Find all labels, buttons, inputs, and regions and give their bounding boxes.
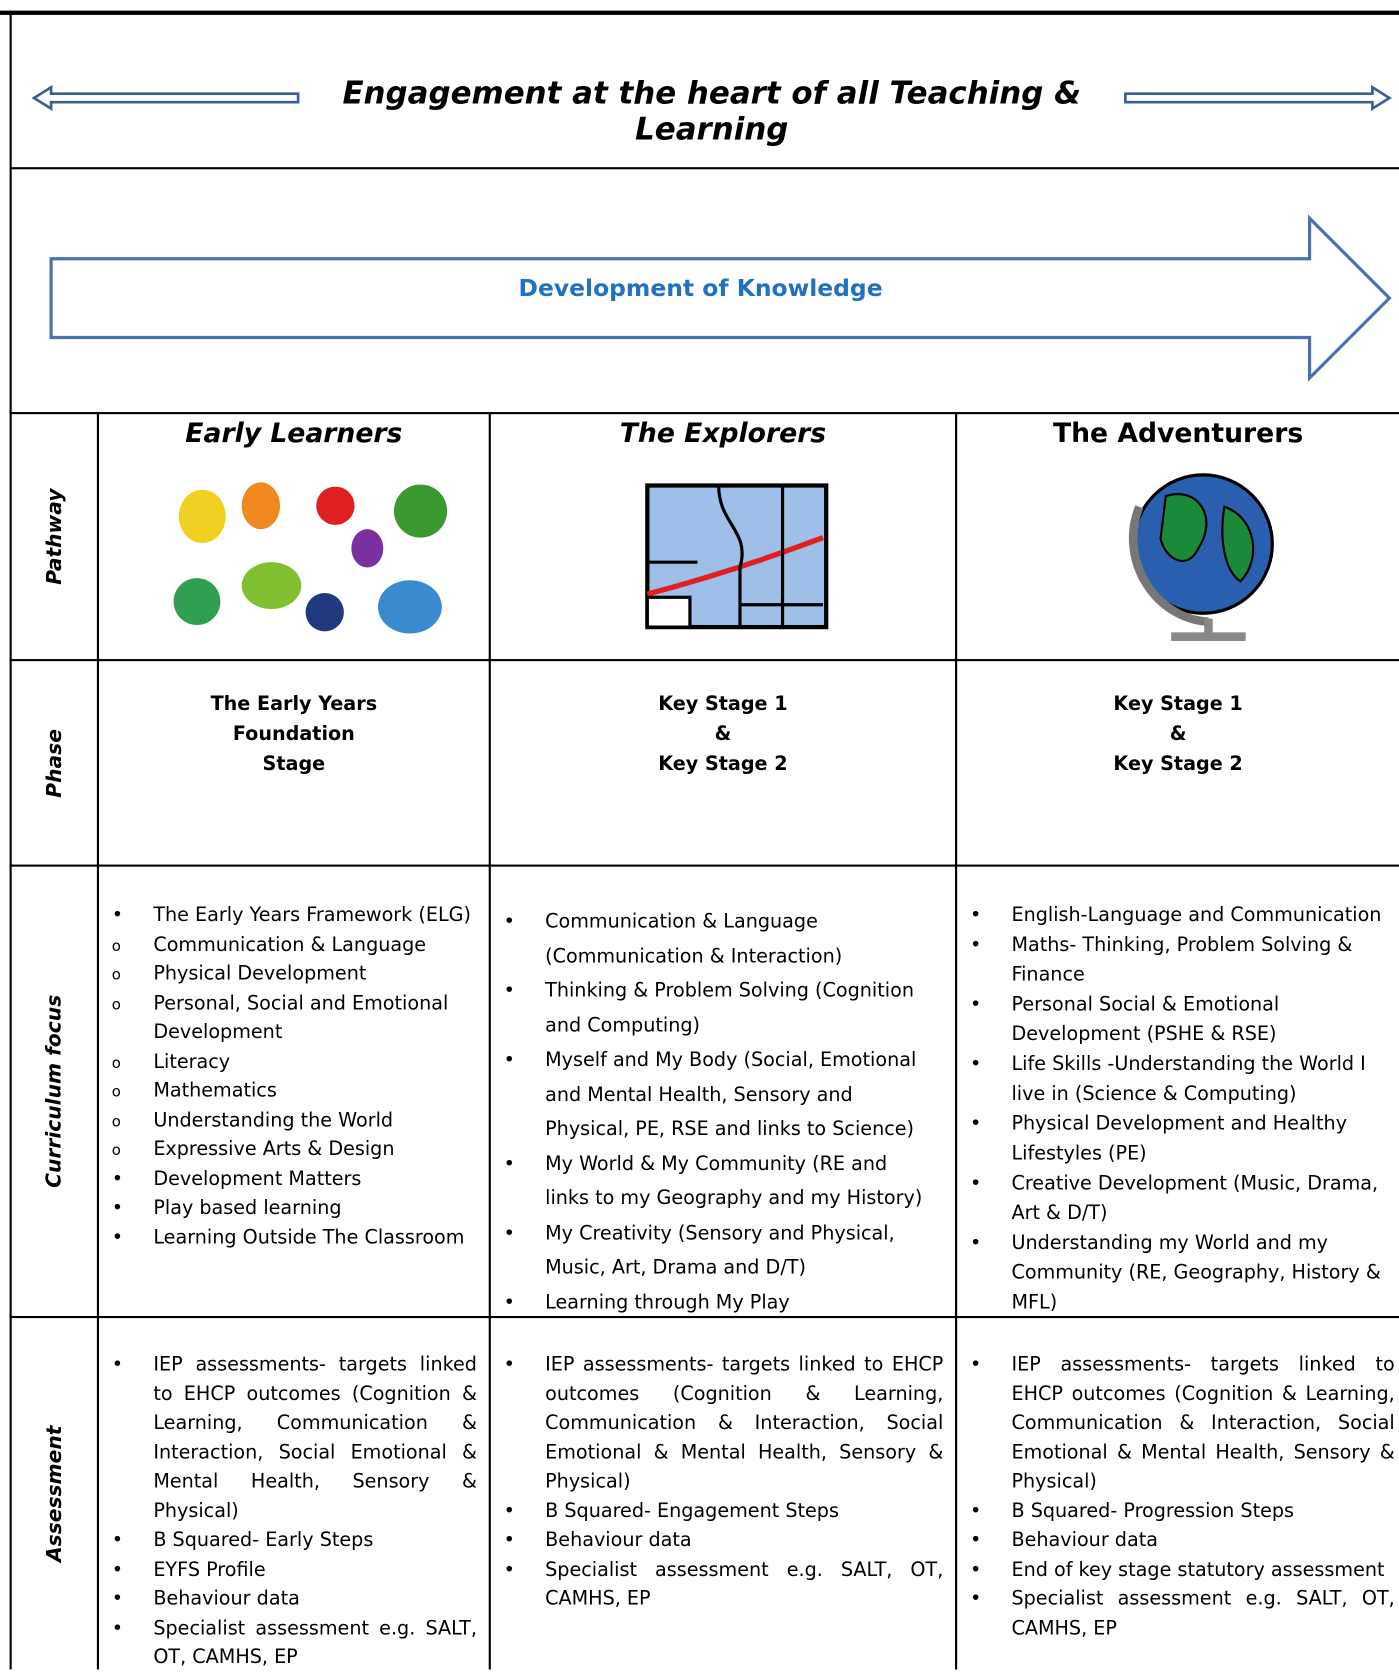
- list-item: English-Language and Communication: [962, 901, 1394, 931]
- list-item: My World & My Community (RE and links to…: [496, 1147, 933, 1216]
- list-item: Behaviour data: [496, 1526, 943, 1555]
- globe-image: [1128, 473, 1274, 641]
- phase-line: Key Stage 1: [1113, 693, 1243, 716]
- list-item: Maths- Thinking, Problem Solving & Finan…: [962, 931, 1394, 991]
- map-image: [645, 483, 829, 630]
- list-item: Thinking & Problem Solving (Cognition an…: [496, 974, 933, 1043]
- list-item: Development Matters: [104, 1164, 477, 1193]
- row-label-text: Curriculum focus: [42, 994, 67, 1188]
- list-item: B Squared- Engagement Steps: [496, 1496, 943, 1525]
- column-title: The Adventurers: [1052, 417, 1304, 449]
- list-item: Learning Outside The Classroom: [104, 1223, 477, 1252]
- phase-line: Key Stage 1: [658, 693, 788, 716]
- list-item: Specialist assessment e.g. SALT, OT, CAM…: [104, 1614, 477, 1672]
- border: [9, 167, 1399, 170]
- row-label: Curriculum focus: [11, 867, 98, 1316]
- assessment-list: IEP assessments- targets linked to EHCP …: [104, 1350, 477, 1672]
- list-item: Behaviour data: [962, 1526, 1394, 1555]
- border: [9, 412, 1399, 415]
- phase-line: Foundation: [232, 722, 355, 746]
- border: [488, 412, 491, 1670]
- row-label-text: Phase: [42, 728, 67, 798]
- row-label: Phase: [11, 661, 98, 864]
- column-title: Early Learners: [185, 417, 403, 449]
- phase: Key Stage 1 & Key Stage 2: [491, 690, 955, 779]
- list-item: B Squared- Early Steps: [104, 1526, 477, 1555]
- curriculum-list: Communication & Language (Communication …: [496, 905, 933, 1320]
- column-title: The Explorers: [619, 417, 827, 449]
- border: [9, 864, 1399, 867]
- phase-line: The Early Years: [210, 693, 378, 716]
- sub-list-item: Communication & Language: [104, 930, 477, 961]
- curriculum-list: English-Language and CommunicationMaths-…: [962, 901, 1394, 1318]
- list-item: Personal Social & Emotional Development …: [962, 990, 1394, 1050]
- border: [955, 412, 958, 1670]
- list-item: Play based learning: [104, 1194, 477, 1223]
- row-label: Assessment: [11, 1318, 98, 1669]
- phase: The Early Years Foundation Stage: [99, 690, 489, 779]
- handprints-image: [173, 482, 448, 634]
- banner-label: Development of Knowledge: [518, 275, 883, 303]
- list-item: Behaviour data: [104, 1584, 477, 1613]
- title: Engagement at the heart of all Teaching …: [342, 74, 1082, 147]
- list-item: B Squared- Progression Steps: [962, 1496, 1394, 1525]
- list-item: IEP assessments- targets linked to EHCP …: [962, 1350, 1395, 1496]
- list-item: EYFS Profile: [104, 1555, 477, 1584]
- list-item: My Creativity (Sensory and Physical, Mus…: [496, 1216, 933, 1285]
- list-item: Communication & Language (Communication …: [496, 905, 933, 974]
- list-item: Understanding my World and my Community …: [962, 1229, 1394, 1318]
- list-item: Specialist assessment e.g. SALT, OT, CAM…: [496, 1555, 944, 1614]
- border: [9, 10, 12, 1670]
- phase-line: Key Stage 2: [658, 752, 788, 776]
- list-item: Creative Development (Music, Drama, Art …: [962, 1169, 1394, 1229]
- sub-list-item: Mathematics: [104, 1076, 477, 1108]
- list-item: Life Skills -Understanding the World I l…: [962, 1050, 1394, 1110]
- list-item: The Early Years Framework (ELG): [104, 901, 477, 930]
- row-label-text: Assessment: [42, 1425, 67, 1562]
- sub-list-item: Physical Development: [104, 959, 477, 990]
- list-item: Physical Development and Healthy Lifesty…: [962, 1109, 1394, 1169]
- phase-line: Stage: [262, 752, 326, 776]
- assessment-list: IEP assessments- targets linked to EHCP …: [496, 1350, 944, 1614]
- sub-list-item: Literacy: [104, 1047, 477, 1078]
- phase-line: Key Stage 2: [1113, 752, 1243, 776]
- assessment-list: IEP assessments- targets linked to EHCP …: [962, 1350, 1395, 1643]
- sub-list-item: Expressive Arts & Design: [104, 1135, 477, 1166]
- arrows: [31, 84, 1392, 382]
- phase-line: &: [714, 722, 732, 746]
- row-label: Pathway: [11, 414, 98, 659]
- list-item: Specialist assessment e.g. SALT, OT, CAM…: [962, 1584, 1395, 1643]
- row-label-text: Pathway: [42, 488, 67, 585]
- curriculum-list: The Early Years Framework (ELG)Communica…: [104, 901, 477, 1252]
- list-item: Learning through My Play: [496, 1286, 933, 1321]
- list-item: Myself and My Body (Social, Emotional an…: [496, 1043, 933, 1147]
- phase: Key Stage 1 & Key Stage 2: [957, 690, 1399, 779]
- sub-list-item: Personal, Social and Emotional Developme…: [104, 989, 477, 1048]
- border: [9, 659, 1399, 662]
- list-item: IEP assessments- targets linked to EHCP …: [104, 1350, 477, 1526]
- list-item: End of key stage statutory assessment: [962, 1555, 1394, 1584]
- sub-list-item: Understanding the World: [104, 1106, 477, 1137]
- phase-line: &: [1169, 722, 1187, 746]
- border: [0, 10, 1399, 15]
- list-item: IEP assessments- targets linked to EHCP …: [496, 1350, 944, 1496]
- border: [96, 412, 100, 1670]
